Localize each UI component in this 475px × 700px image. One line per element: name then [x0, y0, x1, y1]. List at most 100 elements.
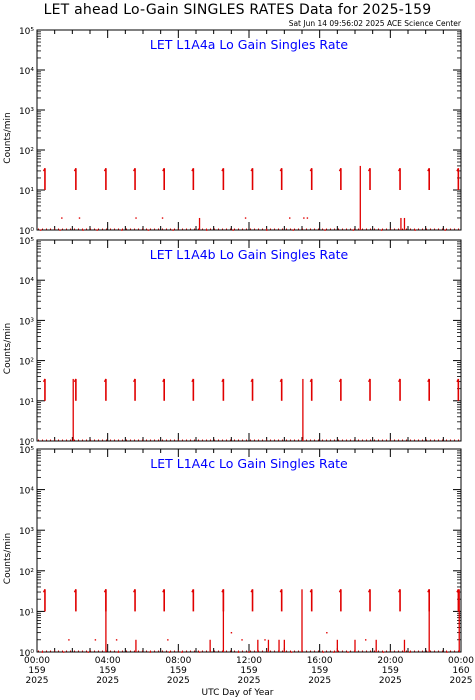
data-point: [409, 651, 411, 653]
data-point: [135, 217, 137, 219]
data-point: [206, 229, 208, 231]
data-burst-edge: [398, 167, 401, 172]
data-point: [237, 651, 240, 653]
data-burst-edge: [456, 378, 459, 383]
data-point: [352, 229, 355, 231]
data-point: [326, 632, 328, 634]
data-point: [121, 229, 123, 231]
x-tick-label-time: 12:00: [236, 656, 262, 666]
data-burst-edge: [309, 589, 313, 593]
data-point: [167, 639, 169, 641]
panel-title: LET L1A4b Lo Gain Singles Rate: [150, 247, 349, 262]
y-tick-label: 10¹: [19, 608, 34, 618]
plot-frame: [36, 239, 462, 442]
data-point: [230, 632, 233, 634]
x-tick-label-year: 2025: [26, 676, 49, 686]
y-tick-label: 10⁵: [19, 446, 34, 456]
x-tick-label-day: 159: [311, 666, 328, 676]
data-point: [380, 229, 383, 231]
x-tick-label-time: 20:00: [377, 656, 403, 666]
data-point: [244, 217, 247, 219]
data-burst-edge: [162, 167, 165, 172]
x-tick-label-day: 159: [99, 666, 116, 676]
data-point: [172, 229, 174, 231]
data-burst-edge: [103, 167, 107, 172]
y-tick-label: 10⁰: [19, 227, 34, 237]
data-burst-edge: [250, 589, 254, 593]
data-point: [115, 639, 118, 641]
data-point: [446, 651, 448, 653]
data-point: [41, 651, 44, 653]
data-point: [306, 217, 309, 219]
panel-title: LET L1A4a Lo Gain Singles Rate: [150, 37, 348, 52]
data-burst-edge: [191, 589, 194, 593]
data-point: [78, 217, 81, 219]
y-axis-label: Counts/min: [3, 323, 13, 374]
data-point: [290, 651, 293, 653]
y-tick-label: 10³: [19, 317, 34, 327]
data-burst-edge: [250, 167, 254, 172]
data-burst-edge: [279, 167, 283, 172]
y-tick-label: 10⁰: [19, 649, 34, 659]
y-tick-label: 10⁰: [19, 438, 34, 448]
data-burst-edge: [191, 167, 194, 172]
data-point: [264, 639, 266, 641]
y-tick-label: 10⁴: [19, 487, 34, 497]
data-point: [289, 217, 291, 219]
data-burst-edge: [42, 589, 46, 593]
data-point: [198, 651, 201, 653]
x-tick-label-year: 2025: [450, 676, 473, 686]
x-tick-label-time: 00:00: [448, 656, 474, 666]
y-axis-label: Counts/min: [3, 112, 13, 163]
data-burst-edge: [250, 378, 254, 383]
data-point: [149, 651, 151, 653]
data-burst-edge: [221, 378, 224, 383]
x-tick-label-year: 2025: [379, 676, 402, 686]
y-tick-label: 10⁵: [19, 27, 34, 37]
panel-title: LET L1A4c Lo Gain Singles Rate: [150, 456, 348, 471]
data-burst-edge: [427, 378, 430, 383]
x-tick-label-day: 160: [452, 666, 469, 676]
data-burst-edge: [367, 589, 371, 593]
y-tick-label: 10¹: [19, 187, 34, 197]
data-burst-edge: [309, 167, 313, 172]
data-point: [241, 639, 243, 641]
chart-title: LET ahead Lo-Gain SINGLES RATES Data for…: [43, 2, 432, 18]
x-tick-label-time: 16:00: [307, 656, 333, 666]
data-point: [232, 229, 234, 231]
data-burst-edge: [338, 378, 342, 383]
data-burst-edge: [162, 589, 165, 593]
y-tick-label: 10³: [19, 527, 34, 537]
data-burst-edge: [338, 167, 342, 172]
data-point: [324, 229, 326, 231]
data-burst-edge: [456, 589, 459, 593]
data-burst-edge: [221, 167, 224, 172]
data-point: [292, 229, 294, 231]
y-tick-label: 10⁴: [19, 277, 34, 287]
data-burst-edge: [279, 378, 283, 383]
data-point: [414, 229, 416, 231]
x-tick-label-time: 04:00: [95, 656, 121, 666]
data-point: [117, 651, 120, 653]
data-point: [444, 229, 446, 231]
y-tick-label: 10¹: [19, 398, 34, 408]
y-tick-label: 10²: [19, 147, 34, 157]
x-tick-label-time: 08:00: [165, 656, 191, 666]
y-axis-label: Counts/min: [3, 533, 13, 584]
data-point: [161, 217, 164, 219]
y-tick-label: 10⁵: [19, 237, 34, 247]
data-burst-edge: [367, 378, 371, 383]
data-burst-edge: [456, 167, 459, 172]
data-point: [168, 651, 171, 653]
x-axis-label: UTC Day of Year: [201, 688, 274, 698]
data-point: [94, 639, 97, 641]
data-point: [266, 229, 268, 231]
data-point: [322, 651, 324, 653]
data-point: [248, 651, 250, 653]
data-point: [87, 651, 90, 653]
data-point: [181, 651, 183, 653]
data-burst-edge: [73, 167, 77, 172]
data-point: [39, 229, 42, 231]
x-tick-label-day: 159: [240, 666, 257, 676]
